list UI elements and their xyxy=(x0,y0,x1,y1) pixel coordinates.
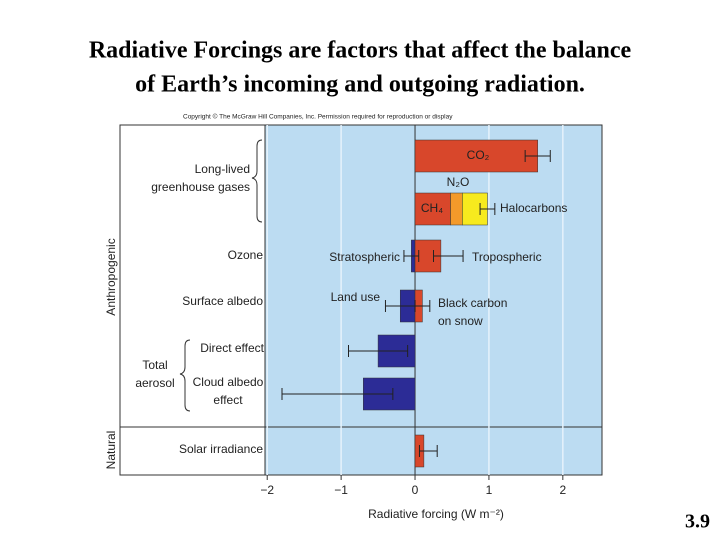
category-label: Surface albedo xyxy=(182,294,263,308)
category-label: Long-lived xyxy=(195,162,250,176)
category-label: Cloud albedo xyxy=(193,375,264,389)
category-label: aerosol xyxy=(135,376,174,390)
plot-area xyxy=(265,125,602,475)
bar-label: CH₄ xyxy=(421,201,443,215)
category-label: Solar irradiance xyxy=(179,442,263,456)
bar-label: on snow xyxy=(438,314,483,328)
brace xyxy=(179,339,191,412)
x-tick-label: −1 xyxy=(334,483,348,497)
copyright: Copyright © The McGraw Hill Companies, I… xyxy=(183,113,453,121)
bar xyxy=(450,192,463,226)
brace xyxy=(251,139,263,223)
x-tick-label: 0 xyxy=(412,483,419,497)
x-tick-label: −2 xyxy=(260,483,274,497)
bar-label: Tropospheric xyxy=(472,250,542,264)
group-label: Natural xyxy=(104,431,118,470)
x-axis-label: Radiative forcing (W m⁻²) xyxy=(368,507,504,521)
bar-label: Halocarbons xyxy=(500,201,567,215)
category-label: greenhouse gases xyxy=(151,180,250,194)
bar-label: CO₂ xyxy=(467,148,490,162)
slide-number: 3.9 xyxy=(685,511,710,533)
category-label: Ozone xyxy=(228,248,264,262)
x-tick-label: 1 xyxy=(486,483,493,497)
bar-label: N₂O xyxy=(447,175,470,189)
bar-label: Land use xyxy=(331,290,381,304)
category-label: Total xyxy=(142,358,167,372)
category-label: Direct effect xyxy=(200,341,264,355)
bar-label: Black carbon xyxy=(438,296,507,310)
slide-title: of Earth’s incoming and outgoing radiati… xyxy=(135,72,585,98)
bar xyxy=(414,192,451,226)
slide-title: Radiative Forcings are factors that affe… xyxy=(89,38,632,64)
category-label: effect xyxy=(213,393,243,407)
bar xyxy=(414,139,538,173)
group-label: Anthropogenic xyxy=(104,238,118,315)
bar-label: Stratospheric xyxy=(329,250,400,264)
chart-frame xyxy=(119,124,603,476)
x-tick-label: 2 xyxy=(559,483,566,497)
